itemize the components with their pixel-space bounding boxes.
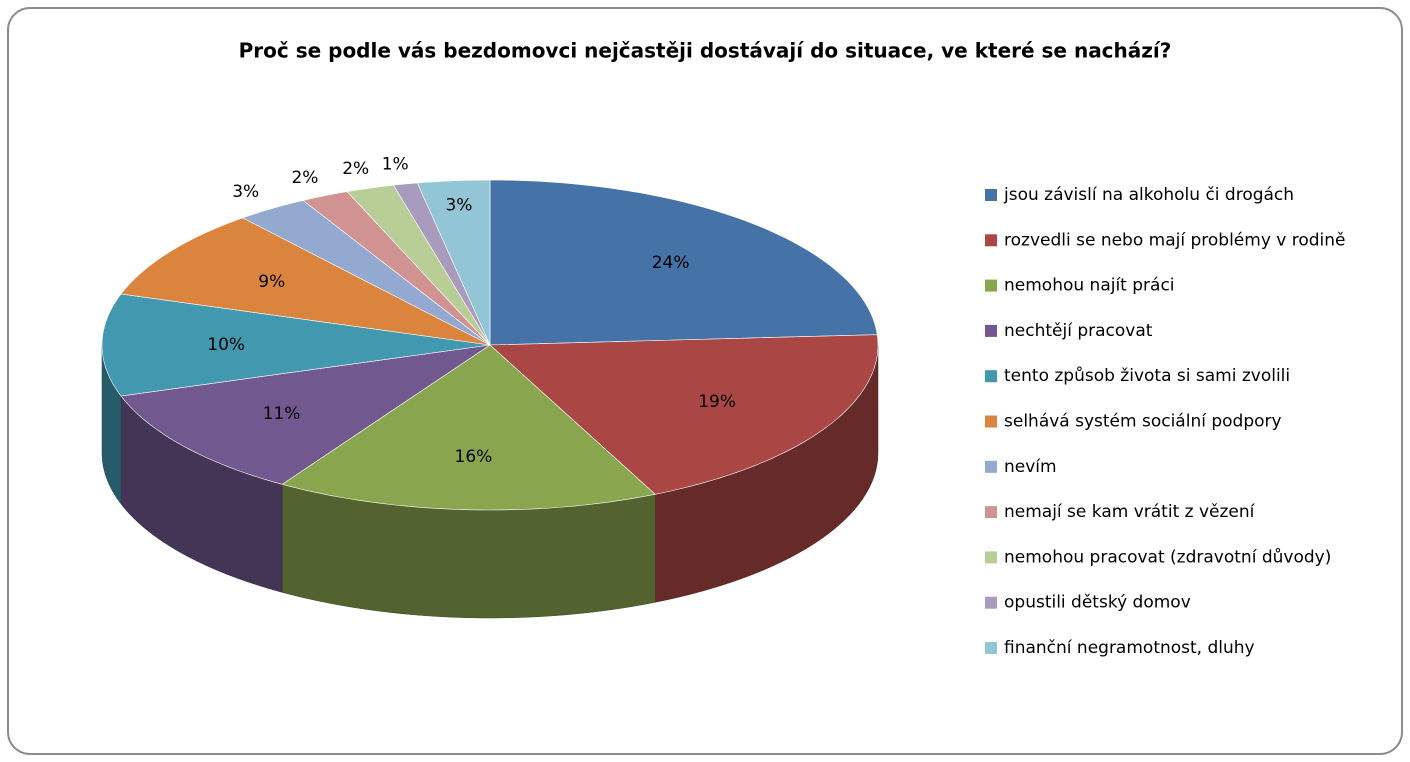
pie-sides	[101, 344, 879, 619]
legend-swatch	[985, 324, 997, 337]
legend-swatch	[985, 370, 997, 383]
legend-swatch	[985, 596, 997, 609]
data-label: 3%	[232, 182, 259, 202]
data-label: 2%	[342, 159, 369, 179]
pie-slice	[120, 217, 491, 346]
pie-slice	[489, 334, 879, 495]
legend-label: opustili dětský domov	[1004, 593, 1191, 613]
data-label: 1%	[382, 155, 409, 175]
data-label: 19%	[698, 392, 736, 412]
pie-slice	[302, 191, 491, 346]
data-label: 2%	[291, 168, 318, 188]
legend-label: nemohou najít práci	[1004, 276, 1175, 296]
legend-swatch	[985, 642, 997, 654]
legend-label: nechtějí pracovat	[1004, 321, 1153, 341]
legend-swatch	[985, 189, 997, 201]
pie-slice	[101, 293, 491, 397]
legend-swatch	[985, 279, 997, 292]
legend-swatch	[985, 460, 997, 473]
data-label: 10%	[207, 335, 245, 355]
legend-swatch	[985, 506, 997, 519]
legend-label: jsou závislí na alkoholu či drogách	[1003, 185, 1294, 205]
chart-title: Proč se podle vás bezdomovci nejčastěji …	[239, 39, 1172, 63]
legend-label: finanční negramotnost, dluhy	[1004, 638, 1255, 658]
data-label: 3%	[445, 195, 472, 215]
legend-swatch	[985, 415, 997, 428]
pie-slice	[120, 344, 491, 485]
legend-label: nevím	[1004, 457, 1057, 477]
legend-label: nemají se kam vrátit z vězení	[1004, 502, 1256, 522]
data-label: 16%	[455, 447, 493, 467]
pie-slice	[346, 184, 491, 346]
legend-swatch	[985, 234, 997, 247]
legend-label: selhává systém sociální podpory	[1004, 412, 1282, 432]
legend-label: tento způsob života si sami zvolili	[1004, 366, 1290, 386]
pie-slice	[281, 344, 656, 511]
legend-swatch	[985, 551, 997, 564]
data-label: 11%	[263, 404, 301, 424]
pie-slice	[489, 179, 878, 346]
pie-slice	[416, 179, 491, 346]
legend-label: nemohou pracovat (zdravotní důvody)	[1004, 547, 1331, 567]
data-label: 9%	[258, 272, 285, 292]
legend-label: rozvedli se nebo mají problémy v rodině	[1004, 230, 1346, 250]
data-label: 24%	[652, 253, 690, 273]
pie-slice	[241, 200, 491, 346]
